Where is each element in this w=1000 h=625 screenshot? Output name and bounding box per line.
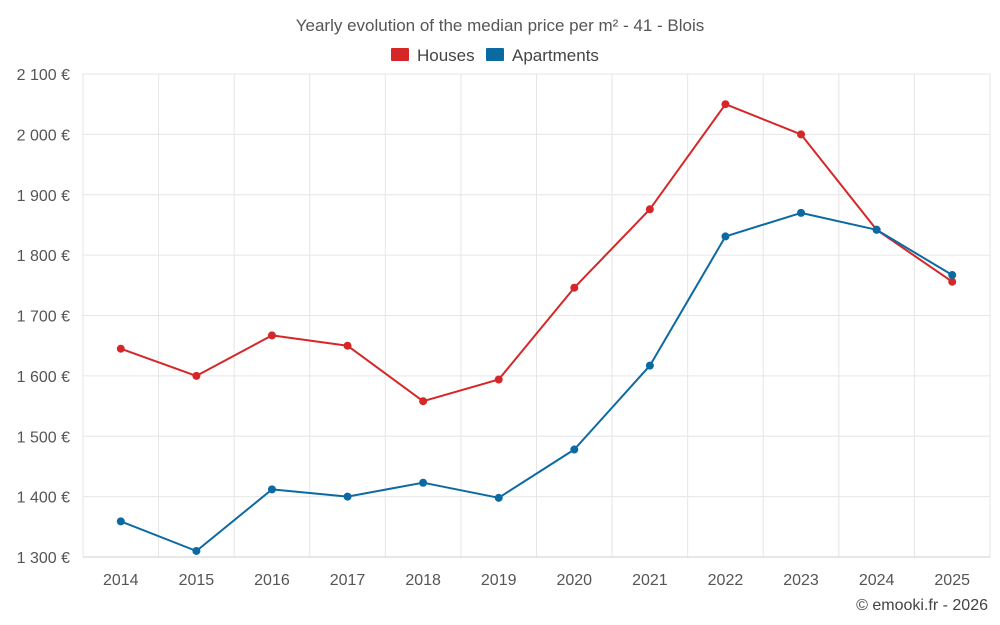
series [116,100,957,555]
data-point-apartments[interactable] [192,546,201,555]
chart-title: Yearly evolution of the median price per… [296,16,705,35]
data-point-apartments[interactable] [797,208,806,217]
data-point-houses[interactable] [721,100,730,109]
legend-item-houses[interactable]: Houses [391,46,475,65]
data-point-houses[interactable] [419,397,428,406]
data-point-apartments[interactable] [570,445,579,454]
legend-swatch-houses [391,48,409,61]
x-axis: 2014 2015 2016 2017 2018 2019 2020 2021 2022 2023… [83,556,990,589]
grid [82,73,991,558]
data-point-apartments[interactable] [267,485,276,494]
legend-item-apartments[interactable]: Apartments [486,46,599,65]
x-tick-label: 2020 [556,572,592,589]
x-tick-label: 2022 [708,572,744,589]
x-tick-label: 2014 [103,572,139,589]
y-tick-label: 1 600 € [17,369,70,386]
data-point-apartments[interactable] [721,232,730,241]
data-point-houses[interactable] [797,130,806,139]
y-axis: 1 300 € 1 400 € 1 500 € 1 600 € 1 700 € 1 800… [17,67,70,567]
data-point-apartments[interactable] [872,225,881,234]
y-tick-label: 1 300 € [17,550,70,567]
legend-label-houses: Houses [417,46,475,65]
y-tick-label: 2 000 € [17,127,70,144]
data-point-houses[interactable] [116,344,125,353]
x-tick-label: 2024 [859,572,895,589]
y-tick-label: 1 900 € [17,188,70,205]
data-point-apartments[interactable] [494,493,503,502]
series-line-apartments [120,211,953,552]
data-point-apartments[interactable] [948,271,957,280]
x-tick-label: 2015 [179,572,215,589]
y-tick-label: 2 100 € [17,67,70,84]
data-point-houses[interactable] [570,283,579,292]
x-tick-label: 2016 [254,572,290,589]
data-point-apartments[interactable] [645,361,654,370]
x-tick-label: 2019 [481,572,517,589]
y-tick-label: 1 700 € [17,309,70,326]
data-point-houses[interactable] [494,375,503,384]
credit-text: © emooki.fr - 2026 [856,597,988,614]
data-point-apartments[interactable] [343,492,352,501]
data-point-apartments[interactable] [419,478,428,487]
data-point-apartments[interactable] [116,517,125,526]
y-tick-label: 1 500 € [17,429,70,446]
y-tick-label: 1 800 € [17,248,70,265]
legend-label-apartments: Apartments [512,46,599,65]
x-tick-label: 2017 [330,572,366,589]
legend-swatch-apartments [486,48,504,61]
x-tick-label: 2023 [783,572,819,589]
x-tick-label: 2025 [934,572,970,589]
data-point-houses[interactable] [267,331,276,340]
legend: Houses Apartments [391,46,599,65]
x-tick-label: 2018 [405,572,441,589]
x-tick-label: 2021 [632,572,668,589]
y-tick-label: 1 400 € [17,490,70,507]
data-point-houses[interactable] [192,371,201,380]
data-point-houses[interactable] [645,205,654,214]
series-line-houses [120,103,953,403]
data-point-houses[interactable] [343,341,352,350]
data-point-houses[interactable] [948,277,957,286]
